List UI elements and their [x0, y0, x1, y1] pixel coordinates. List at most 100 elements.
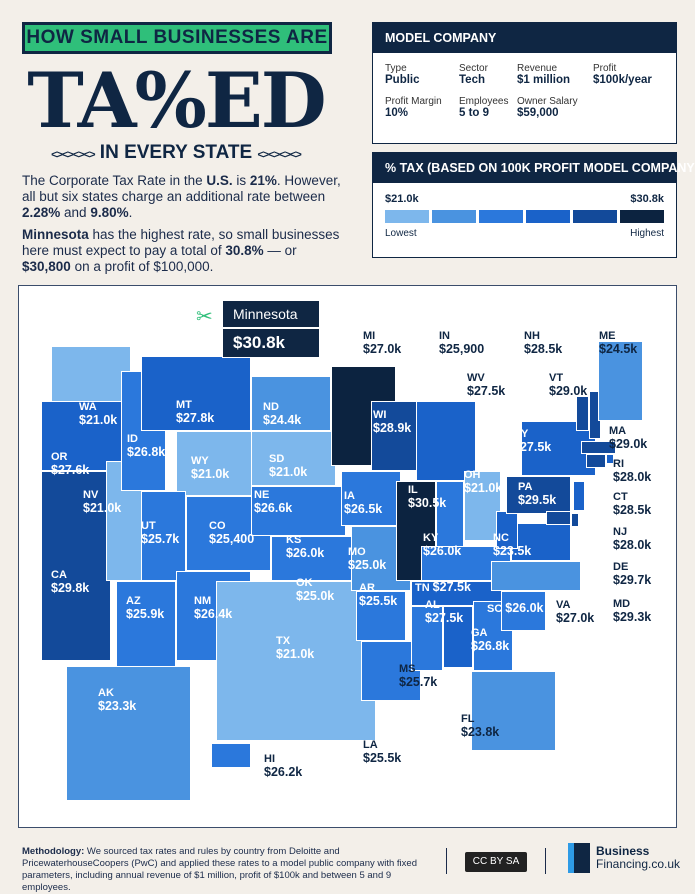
- state-label-ks: KS $26.0k: [286, 534, 324, 560]
- state-label-nj: NJ $28.0k: [613, 526, 651, 552]
- legend-high: Highest: [630, 228, 664, 239]
- state-wy[interactable]: [176, 431, 256, 496]
- state-az[interactable]: [116, 581, 176, 676]
- state-fl[interactable]: [471, 671, 556, 751]
- state-label-nh: NH $28.5k: [524, 330, 562, 356]
- state-nc[interactable]: [491, 561, 581, 591]
- state-oh[interactable]: [464, 471, 501, 541]
- state-abbr: GA: [471, 627, 488, 639]
- brand-logo[interactable]: Business Financing.co.uk: [568, 843, 680, 873]
- state-value: $26.5k: [344, 502, 383, 516]
- state-abbr: NH: [524, 330, 540, 342]
- state-value: $30.5k: [408, 496, 447, 510]
- state-il[interactable]: [396, 481, 436, 581]
- state-nj[interactable]: [573, 481, 585, 511]
- intro-text: The Corporate Tax Rate in the U.S. is 21…: [22, 173, 342, 281]
- state-value: $25,900: [439, 342, 485, 356]
- scissors-icon: ✂: [196, 306, 213, 328]
- state-abbr: DE: [613, 561, 629, 573]
- state-tx[interactable]: [216, 581, 376, 741]
- state-abbr: WA: [79, 401, 97, 413]
- state-value: $29.8k: [51, 581, 90, 595]
- state-abbr: OH: [464, 469, 481, 481]
- legend-swatch: [526, 210, 570, 223]
- state-ms[interactable]: [411, 606, 443, 671]
- intro-paragraph-1: The Corporate Tax Rate in the U.S. is 21…: [22, 173, 341, 220]
- callout-value: $30.8k: [222, 328, 320, 358]
- state-label-sd: SD $21.0k: [269, 453, 307, 479]
- state-mt[interactable]: [141, 356, 251, 431]
- state-value: $27.5k: [467, 384, 506, 398]
- model-field: Profit $100k/year: [593, 63, 673, 86]
- state-ia[interactable]: [341, 471, 401, 526]
- state-value: $23.8k: [461, 725, 500, 739]
- legend-swatch: [479, 210, 523, 223]
- state-value: $26.6k: [254, 501, 293, 515]
- state-vt[interactable]: [576, 396, 589, 431]
- state-label-ut: UT $25.7k: [141, 520, 179, 546]
- state-ca[interactable]: [41, 471, 111, 661]
- state-value: $25.0k: [296, 589, 335, 603]
- state-md[interactable]: [546, 511, 571, 525]
- state-abbr: NV: [83, 489, 99, 501]
- state-label-nc: NC $23.5k: [493, 532, 531, 558]
- state-label-wa: WA $21.0k: [79, 401, 117, 427]
- state-label-mt: MT $27.8k: [176, 399, 214, 425]
- state-label-ia: IA $26.5k: [344, 490, 382, 516]
- state-abbr: SC: [487, 603, 503, 615]
- state-me[interactable]: [598, 341, 643, 421]
- state-abbr: IN: [439, 330, 450, 342]
- field-value: Tech: [459, 74, 485, 86]
- state-ri[interactable]: [606, 454, 614, 464]
- state-label-or: OR $27.6k: [51, 451, 89, 477]
- field-value: 10%: [385, 107, 409, 119]
- state-ne[interactable]: [251, 486, 346, 536]
- minnesota-callout: ✂ Minnesota $30.8k: [196, 300, 320, 358]
- state-al[interactable]: [443, 606, 473, 668]
- state-abbr: NJ: [613, 526, 628, 538]
- state-value: $24.4k: [263, 413, 302, 427]
- state-label-fl: FL $23.8k: [461, 713, 499, 739]
- state-label-tx: TX $21.0k: [276, 635, 314, 661]
- model-company-card: MODEL COMPANY Type Public Sector Tech Revenu…: [372, 22, 677, 144]
- state-label-nv: NV $21.0k: [83, 489, 121, 515]
- state-nd[interactable]: [251, 376, 331, 431]
- legend-low: Lowest: [385, 228, 417, 239]
- state-ut[interactable]: [141, 491, 186, 581]
- state-label-al: AL $27.5k: [425, 599, 463, 625]
- state-de[interactable]: [571, 513, 579, 527]
- state-ar[interactable]: [356, 591, 406, 641]
- state-mi[interactable]: [416, 401, 476, 481]
- field-value: $1 million: [517, 74, 571, 86]
- state-label-oh: OH $21.0k: [464, 469, 502, 495]
- state-abbr: NC: [493, 532, 509, 544]
- state-sd[interactable]: [251, 431, 336, 486]
- field-label: Type: [385, 63, 407, 74]
- state-ks[interactable]: [271, 536, 356, 581]
- state-value: $26.8k: [127, 445, 166, 459]
- state-ct[interactable]: [586, 454, 606, 468]
- state-value: $25.7k: [141, 532, 180, 546]
- state-abbr: AK: [98, 687, 114, 699]
- state-abbr: OK: [296, 577, 313, 589]
- state-or[interactable]: [41, 401, 126, 471]
- state-ak[interactable]: [66, 666, 191, 801]
- state-abbr: KY: [423, 532, 439, 544]
- state-sc[interactable]: [501, 591, 546, 631]
- state-label-tn: TN $27.5k: [415, 580, 471, 594]
- state-abbr: VA: [556, 599, 571, 611]
- state-label-la: LA $25.5k: [363, 739, 401, 765]
- state-value: $21.0k: [191, 467, 230, 481]
- state-pa[interactable]: [506, 476, 571, 514]
- state-ma[interactable]: [581, 441, 616, 454]
- state-abbr: AR: [359, 582, 375, 594]
- state-value: $25.0k: [348, 558, 387, 572]
- state-hi[interactable]: [211, 743, 251, 768]
- state-value: $21.0k: [464, 481, 503, 495]
- state-wi[interactable]: [371, 401, 421, 471]
- state-value: $29.5k: [518, 493, 557, 507]
- logo-icon: [568, 843, 590, 873]
- state-abbr: PA: [518, 481, 533, 493]
- title-banner: HOW SMALL BUSINESSES ARE: [22, 22, 332, 54]
- state-wa[interactable]: [51, 346, 131, 406]
